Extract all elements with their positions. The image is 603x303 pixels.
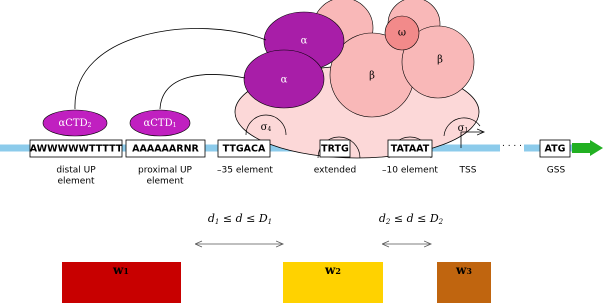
element-label: element (146, 177, 184, 187)
weight-sub: 3 (466, 266, 472, 276)
spacer-label: d1 ≤ d ≤ D1 (208, 212, 272, 226)
alpha-label: α (281, 75, 288, 86)
spacer-Dsub: 1 (268, 218, 272, 226)
spacer-Dsub: 2 (438, 218, 444, 226)
sequence: AAAAAARNR (132, 144, 199, 155)
alpha-ctd-sub: 2 (88, 122, 92, 129)
element-label: –35 element (217, 166, 273, 176)
weight-sub: 2 (335, 266, 341, 276)
spacer-mid: ≤ d ≤ (219, 212, 258, 225)
weight-text: w (324, 263, 336, 277)
spacer-D: D (429, 212, 439, 225)
weight-text: w (112, 263, 124, 277)
beta-label: β (369, 71, 375, 82)
spacer-label: d2 ≤ d ≤ D2 (379, 212, 444, 226)
sequence: TTGACA (223, 144, 266, 155)
sigma-sub: 4 (268, 126, 272, 133)
element-label: –10 element (382, 166, 438, 176)
element-label: extended (314, 166, 356, 176)
linker (160, 75, 245, 109)
element-label: TSS (459, 166, 477, 176)
alpha-label: α (301, 36, 308, 47)
element-label: element (57, 177, 95, 187)
dna-gap: · · · · (502, 142, 522, 152)
beta-label: β (437, 55, 443, 66)
alpha-ctd-text: αCTD (144, 118, 173, 129)
alpha-ctd-label: αCTD1 (144, 118, 177, 129)
weight-text: w (455, 263, 467, 277)
element-label: distal UP (56, 166, 96, 176)
sigma-sub: 1 (465, 127, 469, 134)
linker (75, 28, 266, 109)
sequence: AWWWWWTTTTT (30, 144, 123, 155)
alpha-ctd-text: αCTD (59, 118, 88, 129)
element-label: GSS (547, 166, 566, 176)
spacer-mid: ≤ d ≤ (390, 212, 429, 225)
alpha-ctd-label: αCTD2 (59, 118, 92, 129)
alpha-ctd-sub: 1 (173, 122, 177, 129)
spacer-D: D (258, 212, 268, 225)
omega-label: ω (398, 28, 406, 39)
weight-sub: 1 (123, 266, 129, 276)
spacer-d: d (379, 212, 386, 225)
sequence: TRTG (321, 144, 349, 155)
sequence: ATG (545, 144, 566, 155)
spacer-d: d (208, 212, 215, 225)
element-label: proximal UP (138, 166, 193, 176)
diagram: · · · · σ4 σ3 σ2 σ1 β β ω α α αCTD2 αCTD… (0, 0, 603, 303)
gene-arrow (572, 140, 603, 156)
sequence: TATAAT (391, 144, 430, 155)
